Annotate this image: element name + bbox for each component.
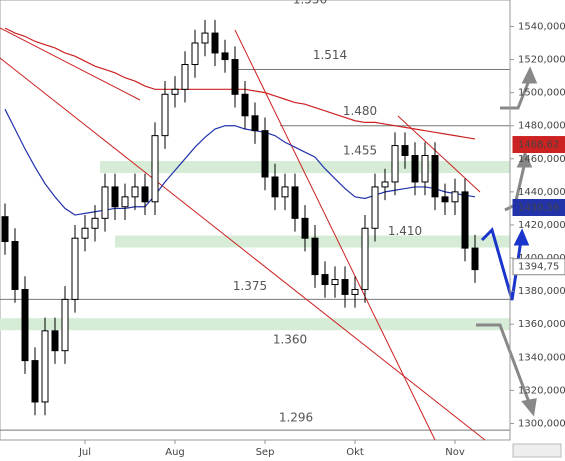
candle-body xyxy=(81,227,89,239)
price-tag-label: 1430,56 xyxy=(518,202,559,213)
candle-body xyxy=(471,247,479,271)
candle-body xyxy=(51,330,59,352)
y-tick-label: 1500,000 xyxy=(518,88,565,99)
candle-body xyxy=(281,186,289,198)
candle-body xyxy=(291,186,299,219)
level-label: 1.375 xyxy=(233,279,267,293)
candle-body xyxy=(101,186,109,219)
candle-body xyxy=(111,186,119,208)
y-tick-label: 1320,000 xyxy=(518,385,565,396)
arrow xyxy=(500,77,532,110)
level-label: 1.410 xyxy=(388,224,422,238)
trend-line xyxy=(234,29,436,441)
candle-body xyxy=(41,330,49,403)
level-label: 1.455 xyxy=(343,144,377,158)
candle-body xyxy=(251,115,259,132)
y-tick-label: 1420,000 xyxy=(518,220,565,231)
y-tick-label: 1460,000 xyxy=(518,154,565,165)
candle-body xyxy=(381,181,389,188)
price-tag xyxy=(512,136,565,154)
arrow xyxy=(476,323,532,406)
candle-body xyxy=(201,32,209,44)
candle-body xyxy=(321,274,329,286)
arrow-head xyxy=(521,398,537,417)
arrow-head xyxy=(513,228,530,246)
candle-body xyxy=(441,196,449,203)
candle-body xyxy=(71,237,79,300)
moving-average xyxy=(4,108,476,216)
candle-body xyxy=(421,154,429,183)
price-tag-label: 1394,75 xyxy=(518,262,559,273)
level-label: 1.556 xyxy=(293,0,327,7)
level-label: 1.360 xyxy=(273,333,307,347)
x-tick-label: Jul xyxy=(78,447,91,458)
arrow-head xyxy=(521,66,538,84)
candle-body xyxy=(21,288,29,362)
moving-average xyxy=(4,27,476,140)
candle-body xyxy=(391,145,399,183)
candle-body xyxy=(351,288,359,295)
level-label: 1.514 xyxy=(313,48,347,62)
arrow-head xyxy=(516,150,533,168)
candle-body xyxy=(451,191,459,203)
x-tick-label: Nov xyxy=(445,447,465,458)
candle-body xyxy=(301,217,309,239)
trend-line xyxy=(0,27,141,101)
candle-body xyxy=(341,279,349,295)
candle-body xyxy=(151,135,159,203)
scroll-control[interactable] xyxy=(512,443,562,458)
candle-body xyxy=(371,186,379,229)
y-tick-label: 1340,000 xyxy=(518,352,565,363)
candle-body xyxy=(31,360,39,403)
scroll-icons[interactable] xyxy=(512,443,562,458)
y-tick-label: 1360,000 xyxy=(518,319,565,330)
candle-body xyxy=(191,42,199,66)
candle-body xyxy=(461,191,469,249)
price-tag xyxy=(512,198,565,216)
candle-body xyxy=(171,88,179,95)
candle-body xyxy=(11,241,19,290)
candle-body xyxy=(361,227,369,290)
candle-body xyxy=(231,59,239,95)
candle-body xyxy=(311,237,319,276)
price-tag-label: 1468,62 xyxy=(518,140,559,151)
y-tick-label: 1300,000 xyxy=(518,418,565,429)
candle-body xyxy=(161,93,169,137)
candle-body xyxy=(1,216,9,243)
candle-body xyxy=(141,186,149,203)
candle-body xyxy=(131,186,139,198)
candle-body xyxy=(331,279,339,286)
level-label: 1.480 xyxy=(343,104,377,118)
candle-body xyxy=(241,93,249,117)
y-tick-label: 1380,000 xyxy=(518,286,565,297)
candle-body xyxy=(411,154,419,183)
candle-body xyxy=(221,52,229,61)
candle-body xyxy=(121,196,129,208)
y-tick-label: 1540,000 xyxy=(518,21,565,32)
support-band xyxy=(100,161,510,174)
candle-body xyxy=(271,176,279,198)
y-tick-label: 1440,000 xyxy=(518,187,565,198)
candle-body xyxy=(431,154,439,198)
x-tick-label: Sep xyxy=(256,447,275,458)
plot-frame xyxy=(0,0,511,441)
price-tag xyxy=(512,258,565,276)
candle-body xyxy=(61,298,69,352)
candle-body xyxy=(261,130,269,178)
candle-body xyxy=(211,32,219,54)
level-label: 1.296 xyxy=(279,411,313,425)
x-tick-label: Aug xyxy=(165,447,185,458)
y-tick-label: 1480,000 xyxy=(518,121,565,132)
x-tick-label: Okt xyxy=(346,447,364,458)
candle-body xyxy=(91,217,99,229)
support-band xyxy=(0,318,510,331)
y-tick-label: 1520,000 xyxy=(518,55,565,66)
candle-body xyxy=(181,64,189,90)
candle-body xyxy=(401,145,409,156)
